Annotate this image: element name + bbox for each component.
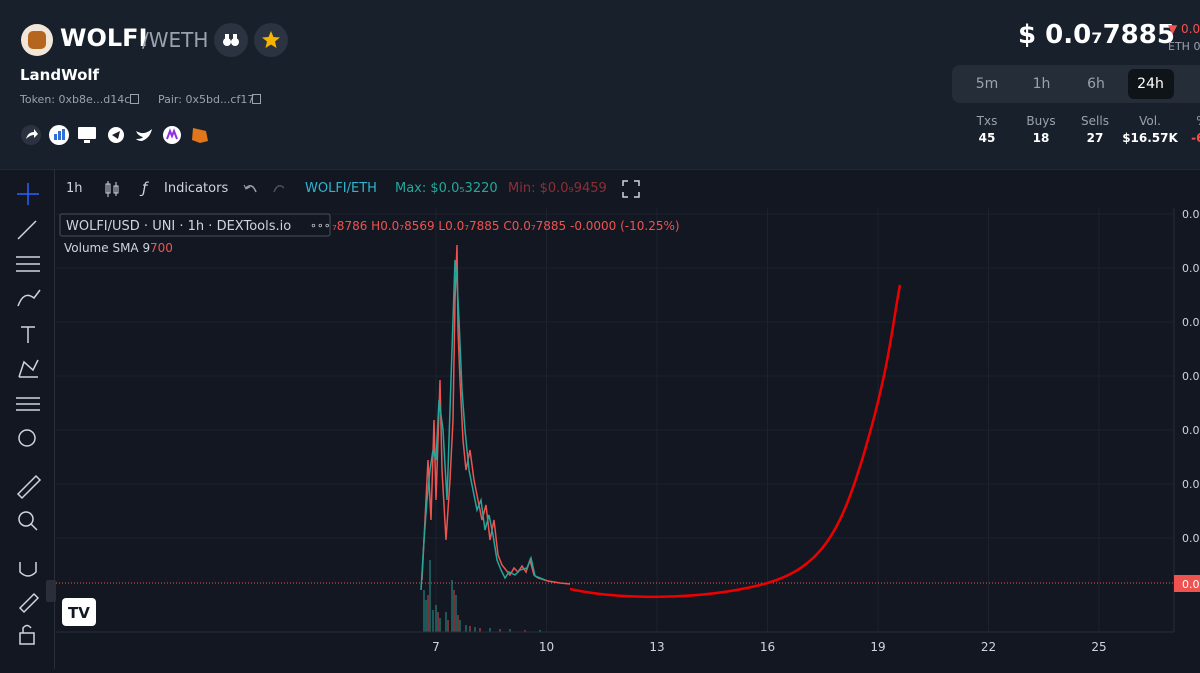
fullscreen-icon[interactable] [622,180,640,198]
price-marker: 0.0 [1182,578,1200,591]
volume-label: Volume SMA 9 [64,241,150,255]
fx-icon[interactable]: ƒ [142,179,148,197]
stat-value: -65 [1191,131,1200,145]
price: $ 0.0₇7885 [1018,20,1175,50]
time-axis-label: 19 [870,640,885,654]
price-marker-bg [1174,575,1200,592]
price-axis-label: 0.0 [1182,532,1200,545]
drawing-tools[interactable] [0,170,55,669]
copy-icon[interactable] [252,94,261,104]
stat-value: 27 [1086,131,1104,145]
timeframe-tab[interactable]: 1h [1032,76,1051,92]
time-axis-label: 22 [981,640,996,654]
pair-quote: /WETH [142,28,209,52]
indicators[interactable]: Indicators [164,181,229,196]
price-axis-label: 0.0 [1182,478,1200,491]
binoculars-button[interactable] [214,23,248,57]
token-name: LandWolf [20,66,100,84]
drawing-toolbar [0,170,55,669]
price-axis-label: 0.0 [1182,208,1200,221]
candles [420,244,571,591]
interval[interactable]: 1h [66,181,83,196]
pair-label: WOLFI/ETH [305,181,377,196]
legend-ohlc: ₇8786 H0.0₇8569 L0.0₇7885 C0.0₇7885 -0.0… [332,219,680,233]
pair-address[interactable]: Pair: 0x5bd...cf17 [158,93,255,106]
tv-logo-bg[interactable] [62,598,96,626]
volume-value: 700 [150,241,173,255]
time-axis-label: 13 [649,640,664,654]
timeframe-tab[interactable]: 5m [975,76,999,92]
stat-label: Buys [1026,114,1056,128]
timeframe-tab[interactable]: 6h [1087,76,1105,92]
price-axis-label: 0.0 [1182,424,1200,437]
legend-title: WOLFI/USD · UNI · 1h · DEXTools.io [66,219,291,234]
price-change: ▼ 0.0 [1168,22,1200,36]
stat-value: 18 [1032,131,1050,145]
tv-logo[interactable]: TV [68,604,90,622]
max-price: Max: $0.0₅3220 [395,181,498,196]
price-axis-label: 0.0 [1182,316,1200,329]
price-eth: ETH 0.0 [1168,40,1200,53]
stat-value: 45 [978,131,996,145]
symbol: WOLFI [60,24,148,52]
undo-redo[interactable] [242,180,288,198]
token-logo [21,24,53,56]
stat-label: Vol. [1139,114,1161,128]
legend-more[interactable]: ∘∘∘ [310,219,331,232]
legend-box [59,213,331,237]
social-links[interactable] [20,122,220,148]
timeframe-tab[interactable]: 24h [1127,69,1174,99]
header: WOLFI /WETH LandWolf Token: 0xb8e...d14c… [0,0,1200,170]
stat-label: % [1172,114,1200,128]
time-axis-label: 25 [1091,640,1106,654]
volume-bars [423,560,541,632]
hand-drawn-curve [569,284,902,599]
min-price: Min: $0.0₉9459 [508,181,607,196]
collapse-toggle[interactable] [46,580,56,602]
chart-type-icon[interactable] [102,179,122,199]
token-address[interactable]: Token: 0xb8e...d14c [20,93,131,106]
plot-area [56,208,1174,632]
timeframe-tabs: 5m1h6h24h7 [952,65,1200,103]
favorite-button[interactable] [254,23,288,57]
price-axis-label: 0.0 [1182,370,1200,383]
stat-value: $16.57K [1122,131,1178,145]
time-axis-label: 10 [539,640,554,654]
price-axis-label: 0.0 [1182,262,1200,275]
stat-label: Sells [1081,114,1109,128]
grid [56,208,1174,632]
time-axis-label: 16 [760,640,775,654]
chart-toolbar: 1h ƒ Indicators WOLFI/ETH Max: $0.0₅3220… [0,170,1200,208]
copy-icon[interactable] [130,94,139,104]
time-axis-label: 7 [432,640,440,654]
stat-label: Txs [976,114,998,128]
